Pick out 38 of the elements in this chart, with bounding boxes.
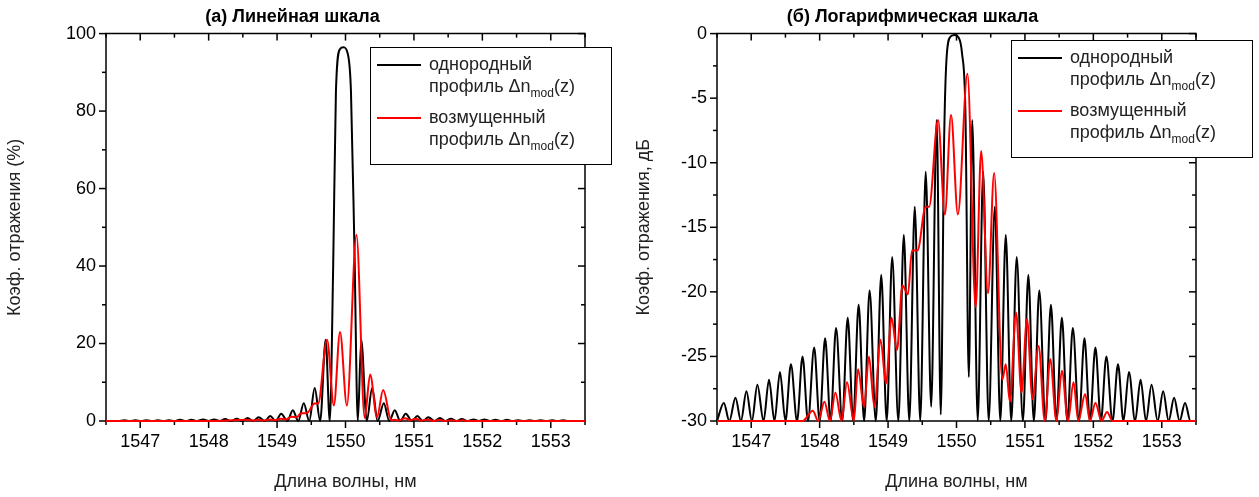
legend-label: возмущенный профиль Δn$_{mod}$(z) xyxy=(429,106,576,155)
x-tick-label: 1550 xyxy=(325,430,366,451)
y-tick-label: -5 xyxy=(690,87,707,108)
y-tick-label: 0 xyxy=(696,22,707,43)
legend-label: однородный профиль Δn$_{mod}$(z) xyxy=(1070,45,1217,95)
y-axis-title: Коэф. отражения, дБ xyxy=(632,139,653,316)
x-tick-label: 1553 xyxy=(1141,430,1182,451)
y-tick-label: 0 xyxy=(85,409,96,430)
x-tick-label: 1547 xyxy=(731,430,772,451)
x-axis-title: Длина волны, нм xyxy=(274,471,417,492)
y-tick-label: 20 xyxy=(75,332,96,353)
y-tick-label: -15 xyxy=(680,216,707,237)
y-tick-label: -30 xyxy=(680,409,707,430)
chart-title: (б) Логарифмическая шкала xyxy=(786,5,1040,26)
legend-label: возмущенный профиль Δn$_{mod}$(z) xyxy=(1070,99,1217,148)
y-tick-label: 100 xyxy=(65,22,96,43)
y-tick-label: 80 xyxy=(75,100,96,121)
x-tick-label: 1551 xyxy=(1004,430,1045,451)
x-tick-label: 1549 xyxy=(868,430,909,451)
x-tick-label: 1548 xyxy=(188,430,229,451)
x-tick-label: 1553 xyxy=(530,430,571,451)
y-tick-label: 60 xyxy=(75,177,96,198)
x-tick-label: 1550 xyxy=(936,430,977,451)
x-tick-label: 1547 xyxy=(120,430,161,451)
x-tick-label: 1552 xyxy=(1073,430,1114,451)
x-tick-label: 1552 xyxy=(462,430,503,451)
x-tick-label: 1548 xyxy=(799,430,840,451)
x-tick-label: 1551 xyxy=(393,430,434,451)
y-tick-label: -10 xyxy=(680,151,707,172)
y-axis-title: Коэф. отражения (%) xyxy=(3,138,24,316)
y-tick-label: -20 xyxy=(680,280,707,301)
legend-label: однородный профиль Δn$_{mod}$(z) xyxy=(429,52,576,102)
x-tick-label: 1549 xyxy=(257,430,298,451)
chart-title: (а) Линейная шкала xyxy=(205,5,381,26)
y-tick-label: 40 xyxy=(75,255,96,276)
y-tick-label: -25 xyxy=(680,345,707,366)
line-series xyxy=(105,234,586,422)
x-axis-title: Длина волны, нм xyxy=(885,471,1028,492)
